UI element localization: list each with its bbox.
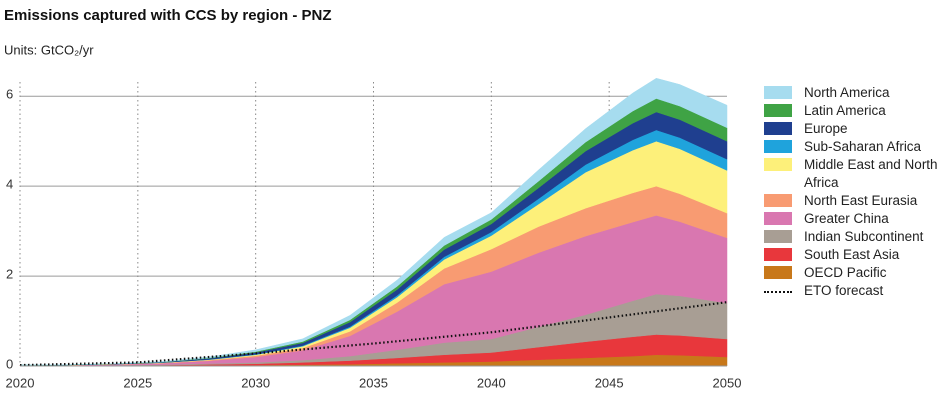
legend-item: OECD Pacific <box>764 264 948 282</box>
legend-item: Latin America <box>764 102 948 120</box>
legend-swatch <box>764 122 792 135</box>
legend-item: Europe <box>764 120 948 138</box>
legend-item: South East Asia <box>764 246 948 264</box>
legend-label: Greater China <box>804 211 889 226</box>
x-tick-label: 2040 <box>477 375 506 390</box>
y-tick-label: 0 <box>6 356 13 371</box>
legend-item: Middle East and North Africa <box>764 156 948 192</box>
areas <box>19 77 728 367</box>
legend-label: Latin America <box>804 103 886 118</box>
legend-swatch <box>764 140 792 153</box>
legend-swatch <box>764 230 792 243</box>
y-tick-label: 2 <box>6 267 13 282</box>
legend-label: ETO forecast <box>804 283 884 298</box>
x-tick-label: 2050 <box>713 375 742 390</box>
legend: North America Latin America Europe Sub-Saha… <box>764 84 948 300</box>
chart-subtitle: Units: GtCO₂/yr <box>4 42 94 57</box>
legend-item: Sub-Saharan Africa <box>764 138 948 156</box>
legend-swatch <box>764 86 792 99</box>
y-tick-label: 6 <box>6 87 13 102</box>
legend-swatch <box>764 266 792 279</box>
legend-label: OECD Pacific <box>804 265 887 280</box>
legend-item: Indian Subcontinent <box>764 228 948 246</box>
legend-item: North East Eurasia <box>764 192 948 210</box>
legend-item: ETO forecast <box>764 282 948 300</box>
x-tick-label: 2035 <box>359 375 388 390</box>
chart-title: Emissions captured with CCS by region - … <box>4 7 332 24</box>
legend-swatch <box>764 248 792 261</box>
x-tick-label: 2045 <box>595 375 624 390</box>
legend-label: Sub-Saharan Africa <box>804 139 922 154</box>
y-tick-label: 4 <box>6 177 13 192</box>
axes: 0 2 4 6 2020 2025 2030 2035 2040 2045 2050 <box>6 87 742 391</box>
x-tick-label: 2020 <box>6 375 35 390</box>
legend-swatch <box>764 194 792 207</box>
legend-label: North America <box>804 85 890 100</box>
legend-item: North America <box>764 84 948 102</box>
legend-swatch <box>764 291 792 293</box>
legend-label: Middle East and North Africa <box>804 157 938 190</box>
x-tick-label: 2030 <box>241 375 270 390</box>
legend-item: Greater China <box>764 210 948 228</box>
legend-label: South East Asia <box>804 247 900 262</box>
x-tick-label: 2025 <box>123 375 152 390</box>
legend-swatch <box>764 104 792 117</box>
legend-label: North East Eurasia <box>804 193 918 208</box>
legend-label: Indian Subcontinent <box>804 229 924 244</box>
legend-swatch <box>764 158 792 171</box>
legend-swatch <box>764 212 792 225</box>
legend-label: Europe <box>804 121 848 136</box>
